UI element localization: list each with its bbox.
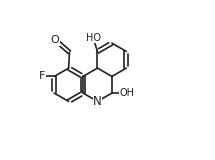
Text: OH: OH <box>119 88 134 98</box>
Text: O: O <box>50 35 59 45</box>
Text: HO: HO <box>86 33 101 43</box>
Text: N: N <box>93 95 102 108</box>
Text: F: F <box>39 71 45 81</box>
